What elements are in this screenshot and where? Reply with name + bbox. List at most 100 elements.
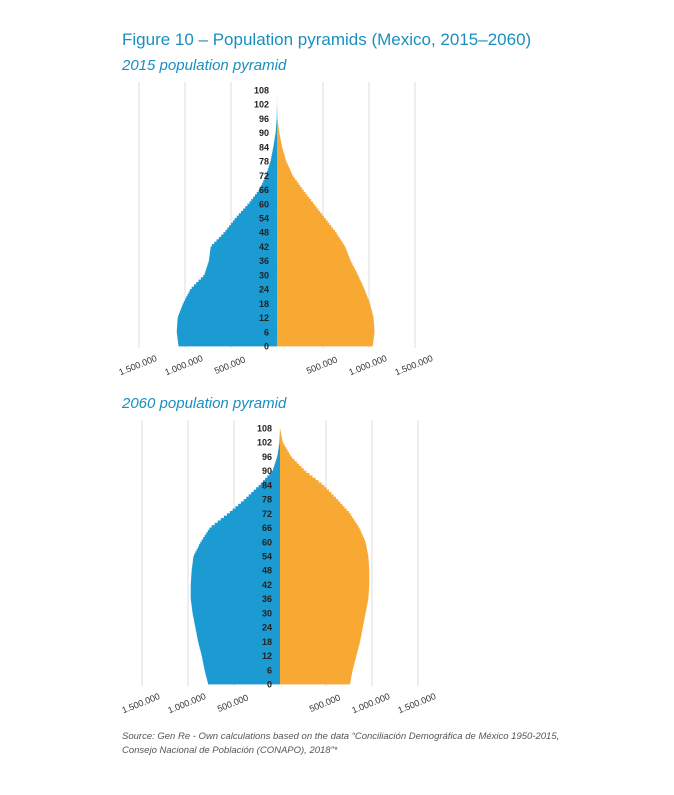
bar-male	[191, 601, 280, 604]
bar-female	[277, 196, 310, 200]
bar-male	[256, 487, 280, 491]
bar-male	[253, 196, 277, 200]
age-tick-label: 48	[259, 228, 269, 238]
bar-male	[269, 163, 277, 167]
bar-female	[277, 289, 365, 292]
age-tick-label: 24	[262, 623, 272, 633]
bar-female	[277, 199, 312, 202]
x-tick-label: 1.000.000	[350, 691, 391, 715]
bar-male	[194, 620, 280, 623]
bar-female	[280, 468, 304, 472]
bar-male	[210, 246, 277, 250]
bar-female	[280, 430, 281, 434]
bar-male	[190, 593, 280, 597]
bar-female	[280, 489, 329, 493]
bar-female	[280, 503, 343, 507]
bar-female	[277, 203, 315, 207]
bar-female	[277, 267, 355, 271]
bar-female	[280, 435, 282, 438]
bar-male	[185, 298, 277, 302]
bar-male	[193, 556, 280, 559]
bar-female	[277, 241, 343, 245]
bar-male	[270, 161, 277, 164]
bar-female	[277, 213, 323, 217]
age-tick-label: 108	[257, 424, 272, 434]
bar-male	[193, 558, 280, 562]
bar-male	[265, 477, 280, 481]
bar-male	[190, 579, 280, 583]
bar-female	[277, 260, 352, 264]
bar-male	[203, 662, 280, 666]
age-tick-label: 48	[262, 566, 272, 576]
age-tick-label: 24	[259, 285, 269, 295]
bar-male	[238, 213, 277, 217]
bar-male	[191, 574, 280, 578]
bar-male	[178, 315, 277, 318]
bar-male	[229, 225, 277, 228]
bar-male	[234, 218, 277, 221]
bar-female	[277, 165, 289, 169]
bar-female	[280, 442, 284, 445]
bar-male	[266, 172, 277, 176]
bar-female	[277, 146, 283, 150]
bar-male	[274, 463, 280, 467]
bar-female	[280, 567, 370, 571]
bar-male	[204, 534, 280, 538]
bar-female	[277, 303, 371, 307]
bar-male	[192, 565, 280, 569]
bar-male	[258, 484, 280, 488]
age-tick-label: 12	[262, 651, 272, 661]
age-tick-label: 0	[264, 342, 269, 352]
bar-male	[201, 653, 280, 656]
bar-female	[280, 572, 370, 576]
bar-male	[176, 331, 277, 335]
bar-male	[274, 139, 277, 143]
bar-male	[207, 265, 277, 269]
bar-female	[280, 473, 310, 476]
age-tick-label: 90	[262, 466, 272, 476]
bar-male	[195, 551, 280, 555]
age-tick-label: 36	[259, 256, 269, 266]
bar-male	[190, 582, 280, 585]
bar-male	[198, 279, 277, 283]
bar-female	[280, 617, 365, 621]
bar-female	[280, 506, 345, 509]
bar-female	[280, 598, 369, 602]
bar-female	[277, 220, 328, 224]
bar-male	[203, 665, 280, 668]
age-tick-label: 72	[262, 509, 272, 519]
bar-female	[277, 286, 364, 290]
bar-female	[280, 461, 297, 464]
bar-female	[280, 622, 364, 626]
bar-female	[280, 584, 370, 588]
bar-female	[277, 338, 374, 342]
bar-female	[280, 608, 367, 611]
bar-male	[203, 274, 277, 278]
bar-female	[277, 142, 282, 145]
bar-female	[280, 648, 358, 652]
bar-male	[205, 672, 280, 675]
bar-female	[277, 255, 350, 259]
bar-female	[280, 449, 288, 453]
bar-male	[196, 631, 280, 635]
bar-female	[280, 582, 370, 585]
bar-female	[277, 177, 296, 181]
bar-male	[193, 617, 280, 621]
bar-male	[199, 544, 280, 547]
bar-female	[277, 222, 330, 226]
bar-male	[177, 338, 277, 342]
bar-female	[280, 463, 300, 467]
bar-male	[200, 648, 280, 652]
age-tick-label: 12	[259, 313, 269, 323]
bar-male	[275, 130, 277, 134]
bar-male	[275, 127, 277, 131]
bar-male	[258, 189, 277, 193]
bar-male	[195, 627, 280, 630]
bar-female	[280, 510, 349, 514]
bar-male	[223, 232, 277, 235]
bar-female	[280, 544, 367, 547]
age-tick-label: 78	[259, 157, 269, 167]
bar-male	[192, 560, 280, 564]
bar-male	[246, 496, 280, 500]
age-tick-label: 102	[254, 100, 269, 110]
